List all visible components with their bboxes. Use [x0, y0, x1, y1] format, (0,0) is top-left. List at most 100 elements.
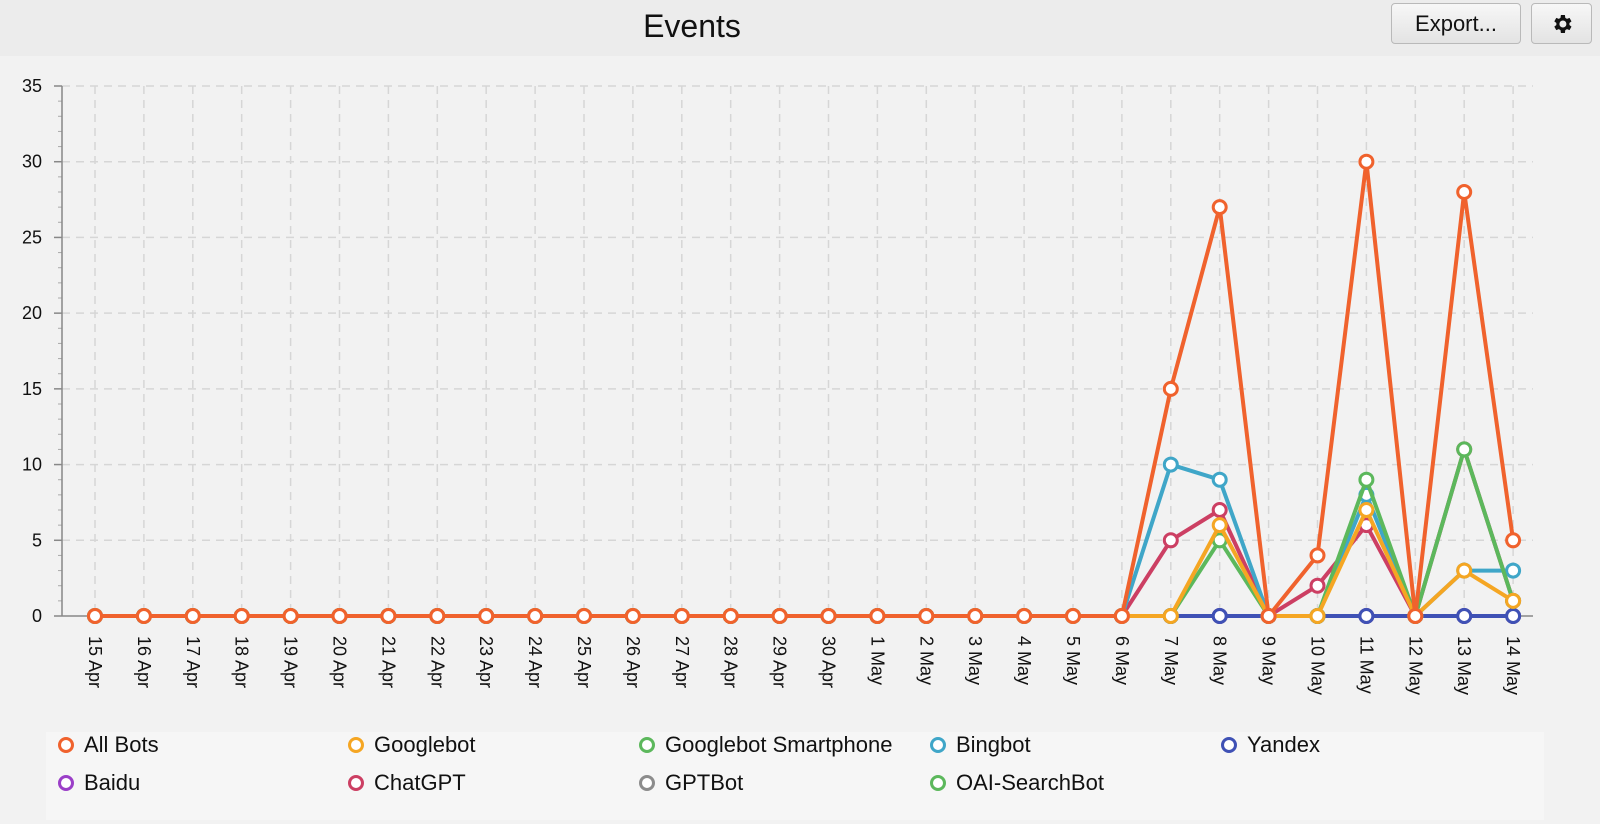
- chart-series: [87, 153, 1522, 624]
- legend-marker: [1221, 737, 1237, 753]
- data-point: [869, 608, 886, 624]
- series-all-bots: [87, 153, 1522, 624]
- header-bar: Events Export...: [0, 0, 1600, 56]
- legend-marker: [58, 737, 74, 753]
- x-tick-label: 14 May: [1503, 636, 1523, 695]
- data-point: [1162, 608, 1179, 624]
- data-point: [1211, 471, 1228, 488]
- series-line: [93, 447, 1516, 618]
- x-tick-label: 30 Apr: [819, 636, 839, 688]
- series-line: [93, 447, 1516, 618]
- x-tick-label: 18 Apr: [232, 636, 252, 688]
- x-tick-label: 2 May: [916, 636, 936, 685]
- legend-marker: [58, 775, 74, 791]
- data-point: [1505, 532, 1522, 549]
- data-point: [527, 608, 544, 624]
- legend-marker: [348, 737, 364, 753]
- data-point: [1309, 577, 1326, 594]
- data-point: [820, 608, 837, 624]
- data-point: [1407, 608, 1424, 624]
- data-point: [1358, 608, 1375, 624]
- data-point: [135, 608, 152, 624]
- y-tick-label: 25: [22, 227, 42, 247]
- series-line: [93, 508, 1516, 618]
- x-tick-label: 25 Apr: [574, 636, 594, 688]
- data-point: [722, 608, 739, 624]
- legend-item: Googlebot Smartphone: [639, 732, 893, 758]
- legend-item: Bingbot: [930, 732, 1031, 758]
- x-tick-label: 13 May: [1454, 636, 1474, 695]
- x-tick-label: 17 Apr: [183, 636, 203, 688]
- x-tick-label: 7 May: [1161, 636, 1181, 685]
- y-tick-label: 20: [22, 303, 42, 323]
- data-point: [1505, 562, 1522, 579]
- page-title: Events: [643, 8, 741, 44]
- data-point: [1456, 184, 1473, 200]
- data-point: [233, 608, 250, 624]
- legend-marker: [930, 775, 946, 791]
- x-tick-label: 11 May: [1356, 636, 1376, 694]
- x-tick-label: 1 May: [867, 636, 887, 685]
- settings-button[interactable]: [1531, 3, 1592, 44]
- legend-marker: [639, 737, 655, 753]
- legend-label: Yandex: [1247, 732, 1320, 757]
- series-googlebot: [87, 502, 1522, 624]
- legend-label: Bingbot: [956, 732, 1031, 757]
- x-tick-label: 21 Apr: [378, 636, 398, 688]
- data-point: [1211, 608, 1228, 624]
- data-point: [1211, 517, 1228, 534]
- x-tick-label: 27 Apr: [672, 636, 692, 688]
- data-point: [184, 608, 201, 624]
- legend-marker: [348, 775, 364, 791]
- legend-label: Googlebot Smartphone: [665, 732, 893, 757]
- data-point: [1211, 502, 1228, 518]
- legend-item: Baidu: [58, 770, 140, 796]
- data-point: [1505, 608, 1522, 624]
- legend-item: Googlebot: [348, 732, 476, 758]
- data-point: [1358, 502, 1375, 518]
- y-tick-label: 30: [22, 152, 42, 172]
- data-point: [1113, 608, 1130, 624]
- data-point: [1505, 592, 1522, 609]
- legend-item: All Bots: [58, 732, 159, 758]
- x-tick-label: 5 May: [1063, 636, 1083, 685]
- legend-label: ChatGPT: [374, 770, 466, 795]
- chart-grid: [62, 85, 1533, 616]
- legend-marker: [639, 775, 655, 791]
- data-point: [576, 608, 592, 624]
- y-tick-label: 5: [32, 530, 42, 550]
- line-chart: 0 5 10 15 20 25 30 35 15 Apr 16 Apr 17 Apr 18 Apr 19…: [22, 76, 1533, 695]
- data-point: [1162, 456, 1179, 473]
- data-point: [1065, 608, 1081, 624]
- x-tick-label: 16 Apr: [134, 636, 154, 688]
- export-button[interactable]: Export...: [1391, 3, 1521, 44]
- data-point: [380, 608, 397, 624]
- x-tick-label: 20 Apr: [330, 636, 350, 688]
- legend-label: Baidu: [84, 770, 141, 795]
- legend-label: All Bots: [84, 732, 159, 757]
- data-point: [673, 608, 690, 624]
- x-tick-label: 9 May: [1259, 636, 1279, 685]
- x-tick-label: 28 Apr: [721, 636, 741, 688]
- data-point: [1211, 199, 1228, 216]
- data-point: [429, 608, 446, 624]
- x-tick-label: 22 Apr: [427, 636, 447, 688]
- series-line: [93, 159, 1516, 618]
- x-tick-label: 19 Apr: [281, 636, 301, 688]
- x-tick-label: 15 Apr: [85, 636, 105, 688]
- data-point: [1016, 608, 1033, 624]
- legend-item: OAI-SearchBot: [930, 770, 1104, 796]
- x-tick-label: 3 May: [965, 636, 985, 685]
- data-point: [624, 608, 641, 624]
- x-tick-label: 10 May: [1308, 636, 1328, 695]
- x-tick-label: 8 May: [1210, 636, 1230, 685]
- x-tick-label: 12 May: [1405, 636, 1425, 695]
- data-point: [1358, 471, 1375, 488]
- data-point: [1309, 547, 1326, 564]
- legend-item: GPTBot: [639, 770, 743, 796]
- data-point: [1456, 441, 1473, 458]
- series-chatgpt: [87, 441, 1522, 624]
- data-point: [478, 608, 495, 624]
- data-point: [1162, 380, 1179, 397]
- y-tick-label: 10: [22, 455, 42, 475]
